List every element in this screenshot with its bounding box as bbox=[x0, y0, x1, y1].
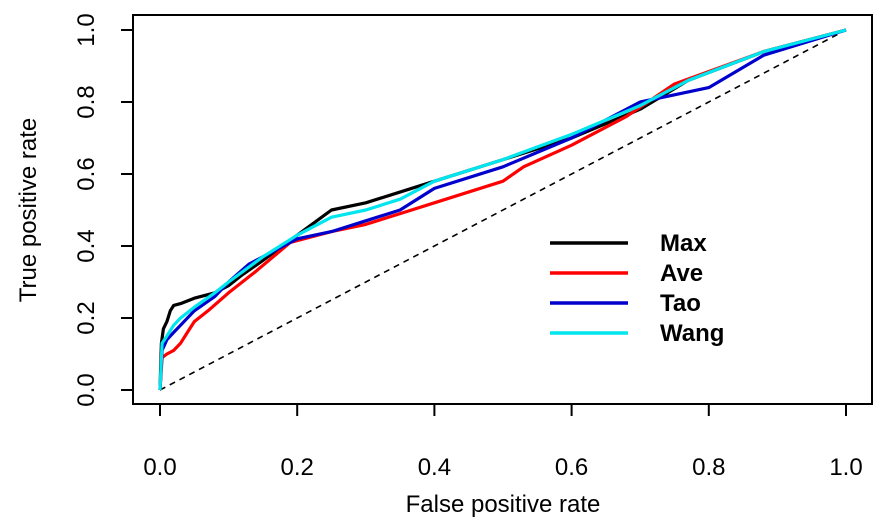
legend-label-wang: Wang bbox=[660, 320, 724, 347]
legend-label-tao: Tao bbox=[660, 290, 701, 317]
y-tick-label: 0.6 bbox=[73, 157, 100, 190]
x-tick-label: 1.0 bbox=[829, 454, 862, 481]
y-tick-label: 0.8 bbox=[73, 85, 100, 118]
x-tick-label: 0.6 bbox=[555, 454, 588, 481]
x-axis-title: False positive rate bbox=[406, 491, 601, 518]
legend-label-ave: Ave bbox=[660, 260, 703, 287]
x-tick-label: 0.4 bbox=[418, 454, 451, 481]
legend-label-max: Max bbox=[660, 230, 707, 257]
x-tick-label: 0.8 bbox=[692, 454, 725, 481]
y-tick-label: 1.0 bbox=[73, 13, 100, 46]
y-tick-label: 0.2 bbox=[73, 301, 100, 334]
x-tick-label: 0.2 bbox=[281, 454, 314, 481]
x-axis: 0.0 0.2 0.4 0.6 0.8 1.0 bbox=[143, 403, 863, 481]
y-tick-label: 0.4 bbox=[73, 229, 100, 262]
series-line-wang bbox=[158, 28, 847, 391]
series-layer bbox=[158, 28, 847, 391]
series-line-max bbox=[158, 28, 847, 391]
legend: Max Ave Tao Wang bbox=[550, 230, 724, 347]
y-axis: 0.0 0.2 0.4 0.6 0.8 1.0 bbox=[73, 13, 134, 407]
x-tick-label: 0.0 bbox=[143, 454, 176, 481]
y-axis-title: True positive rate bbox=[15, 118, 42, 303]
reference-diagonal-line bbox=[159, 29, 847, 391]
y-tick-label: 0.0 bbox=[73, 373, 100, 406]
